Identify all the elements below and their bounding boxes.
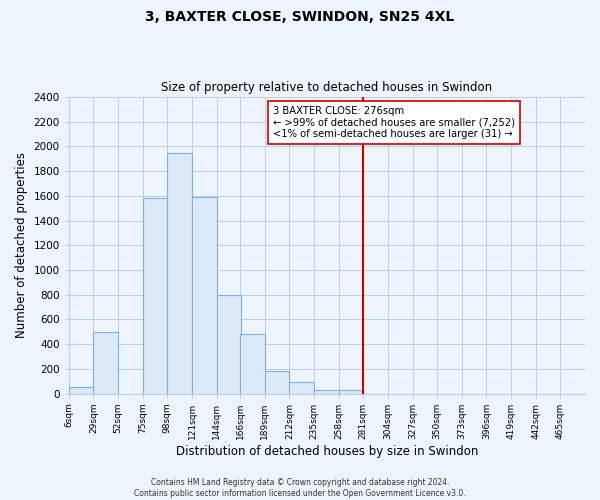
Text: Contains HM Land Registry data © Crown copyright and database right 2024.
Contai: Contains HM Land Registry data © Crown c… [134, 478, 466, 498]
X-axis label: Distribution of detached houses by size in Swindon: Distribution of detached houses by size … [176, 444, 478, 458]
Bar [217, 294, 241, 394]
Bar [192, 197, 217, 394]
Bar [265, 370, 289, 394]
Bar [240, 334, 265, 394]
Text: 3, BAXTER CLOSE, SWINDON, SN25 4XL: 3, BAXTER CLOSE, SWINDON, SN25 4XL [145, 10, 455, 24]
Text: 3 BAXTER CLOSE: 276sqm
← >99% of detached houses are smaller (7,252)
<1% of semi: 3 BAXTER CLOSE: 276sqm ← >99% of detache… [273, 106, 515, 139]
Bar [338, 390, 364, 394]
Bar [289, 382, 314, 394]
Bar [69, 388, 94, 394]
Y-axis label: Number of detached properties: Number of detached properties [15, 152, 28, 338]
Bar [314, 390, 338, 394]
Bar [167, 152, 192, 394]
Bar [143, 198, 167, 394]
Title: Size of property relative to detached houses in Swindon: Size of property relative to detached ho… [161, 82, 493, 94]
Bar [94, 332, 118, 394]
